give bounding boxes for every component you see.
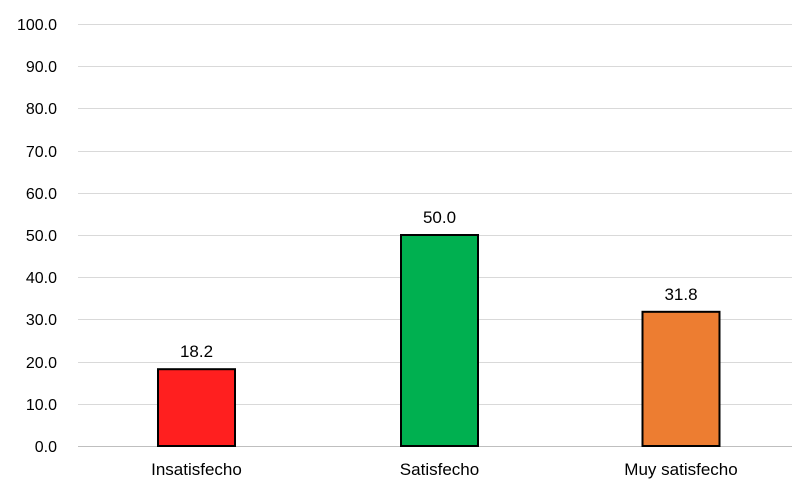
- y-tick-label: 40.0: [26, 270, 57, 287]
- bar-insatisfecho: [157, 368, 236, 448]
- y-tick-label: 50.0: [26, 228, 57, 245]
- data-label: 18.2: [180, 342, 213, 361]
- bar-satisfecho: [400, 234, 479, 447]
- y-tick-label: 70.0: [26, 144, 57, 161]
- y-tick-label: 30.0: [26, 312, 57, 329]
- y-tick-label: 80.0: [26, 101, 57, 118]
- data-label: 31.8: [664, 285, 697, 304]
- bar-muy-satisfecho: [641, 310, 721, 447]
- x-axis: Insatisfecho Satisfecho Muy satisfecho: [151, 460, 738, 479]
- y-axis: 0.0 10.0 20.0 30.0 40.0 50.0 60.0 70.0 80.0 90.0 1…: [17, 17, 57, 456]
- data-label: 50.0: [423, 208, 456, 227]
- y-tick-label: 0.0: [35, 439, 57, 456]
- y-tick-label: 100.0: [17, 17, 57, 34]
- category-label: Insatisfecho: [151, 460, 242, 479]
- category-label: Satisfecho: [400, 460, 479, 479]
- data-labels: 18.2 50.0 31.8: [180, 208, 698, 361]
- y-tick-label: 10.0: [26, 397, 57, 414]
- y-tick-label: 90.0: [26, 59, 57, 76]
- bars: [157, 234, 721, 448]
- category-label: Muy satisfecho: [624, 460, 737, 479]
- y-tick-label: 20.0: [26, 355, 57, 372]
- y-tick-label: 60.0: [26, 186, 57, 203]
